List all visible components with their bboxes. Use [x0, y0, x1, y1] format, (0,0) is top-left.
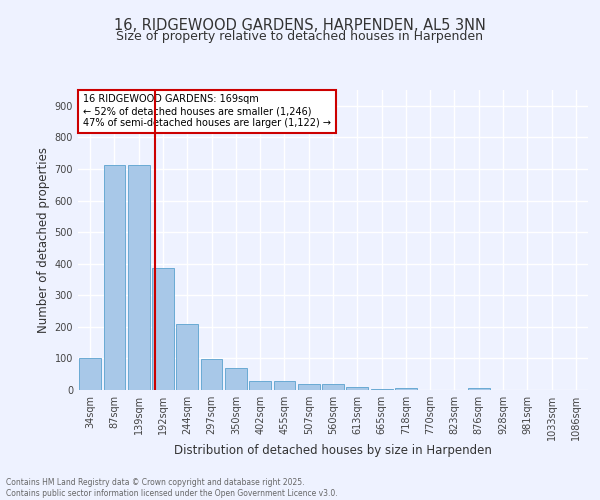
X-axis label: Distribution of detached houses by size in Harpenden: Distribution of detached houses by size …: [174, 444, 492, 458]
Text: Size of property relative to detached houses in Harpenden: Size of property relative to detached ho…: [116, 30, 484, 43]
Bar: [152, 268, 174, 390]
Bar: [322, 384, 344, 390]
Bar: [274, 380, 295, 390]
Text: Contains HM Land Registry data © Crown copyright and database right 2025.
Contai: Contains HM Land Registry data © Crown c…: [6, 478, 338, 498]
Bar: [104, 165, 125, 390]
Bar: [128, 165, 149, 390]
Bar: [225, 368, 247, 390]
Bar: [79, 358, 101, 390]
Bar: [298, 384, 320, 390]
Bar: [249, 381, 271, 390]
Bar: [371, 389, 392, 390]
Bar: [200, 360, 223, 390]
Bar: [395, 388, 417, 390]
Bar: [346, 388, 368, 390]
Text: 16, RIDGEWOOD GARDENS, HARPENDEN, AL5 3NN: 16, RIDGEWOOD GARDENS, HARPENDEN, AL5 3N…: [114, 18, 486, 32]
Bar: [176, 324, 198, 390]
Y-axis label: Number of detached properties: Number of detached properties: [37, 147, 50, 333]
Bar: [468, 388, 490, 390]
Text: 16 RIDGEWOOD GARDENS: 169sqm
← 52% of detached houses are smaller (1,246)
47% of: 16 RIDGEWOOD GARDENS: 169sqm ← 52% of de…: [83, 94, 331, 128]
